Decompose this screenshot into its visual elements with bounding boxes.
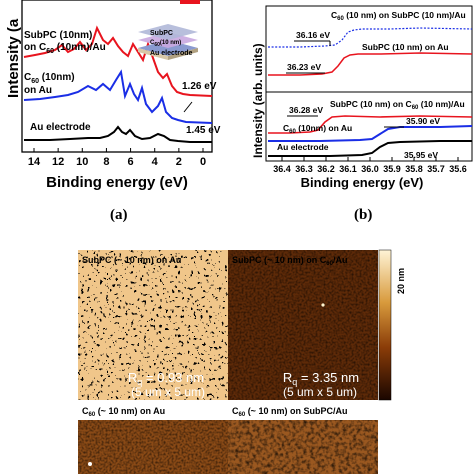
panel-b-tick-label: 36.2	[317, 164, 335, 174]
panel-a-tick-label: 10	[76, 156, 88, 168]
label-red-top: SubPC (10 nm) on Au	[362, 42, 449, 52]
afm-scan-1: (5 um x 5 um)	[131, 385, 205, 399]
label-black-bottom: Au electrode	[277, 142, 329, 152]
panel-b-tick-label: 36.4	[273, 164, 291, 174]
panel-a-xticks: 14 12 10 8 6 4 2 0	[28, 148, 206, 168]
label-red-line1: SubPC (10nm)	[24, 30, 92, 41]
panel-a-tick-label: 14	[28, 156, 41, 168]
panel-a-tick-label: 6	[128, 156, 134, 168]
afm-title-3: C60 (~ 10 nm) on Au	[82, 406, 165, 418]
value-35-95: 35.95 eV	[404, 150, 438, 160]
curve-blue	[23, 69, 213, 124]
panel-b: Intensity (arb. units) C60 (10 nm) on Su…	[251, 5, 473, 223]
panel-a-tick-label: 12	[52, 156, 64, 168]
panel-b-tick-label: 36.1	[339, 164, 357, 174]
panel-b-frame	[265, 5, 473, 162]
panel-b-tick-label: 35.6	[449, 164, 467, 174]
afm-image-subpc-on-c60: SubPC (~ 10 nm) on C60/Au Rq = 3.35 nm (…	[228, 250, 378, 400]
curve-red	[23, 25, 213, 97]
panel-b-tick-label: 35.7	[427, 164, 445, 174]
curve-red-top	[268, 52, 473, 76]
label-open-circles: C60 (10 nm) on SubPC (10 nm)/Au	[331, 10, 466, 22]
panel-a-tick-label: 0	[200, 156, 206, 168]
curve-red-bottom	[268, 115, 473, 134]
inset-top-mark	[180, 0, 200, 4]
panel-b-xticks: 36.4 36.3 36.2 36.1 36.0 35.9 35.8 35.7 35.6	[273, 157, 467, 174]
curve-black	[24, 125, 212, 143]
panel-a-tick-label: 2	[176, 156, 182, 168]
afm-title-2: SubPC (~ 10 nm) on C60/Au	[232, 255, 347, 267]
afm-colorbar-label: 20 nm	[396, 268, 406, 294]
value-35-90: 35.90 eV	[406, 116, 440, 126]
afm-colorbar	[378, 249, 392, 401]
afm-rq-2: Rq = 3.35 nm	[283, 370, 359, 387]
panel-a: Intensity (a SubPC (10nm) on C60 (10nm)/…	[5, 0, 221, 223]
annotation-blue-gap: 1.45 eV	[186, 125, 221, 136]
curve-open-circles	[268, 27, 473, 48]
afm-image-c60-on-au: C60 (~ 10 nm) on Au	[78, 406, 228, 474]
panel-b-xlabel: Binding energy (eV)	[301, 175, 424, 190]
inset-layer-stack: SubPC C60(10 nm) Au electrode	[138, 24, 198, 60]
afm-rq-1: Rq = 0.93 nm	[128, 370, 204, 387]
panel-a-tick-label: 4	[152, 156, 159, 168]
panel-b-tick-label: 35.8	[405, 164, 423, 174]
panel-a-tick-label: 8	[103, 156, 109, 168]
panel-a-ylabel: Intensity (a	[5, 18, 22, 98]
afm-title-4: C60 (~ 10 nm) on SubPC/Au	[232, 406, 347, 418]
afm-image-subpc-on-au: SubPC (~ 10 nm) on Au Rq = 0.93 nm (5 um…	[78, 250, 228, 400]
afm-image-c60-on-subpc: C60 (~ 10 nm) on SubPC/Au	[228, 406, 378, 474]
arrow-blue-gap	[183, 101, 193, 113]
label-blue-line1: C60 (10nm)	[24, 72, 75, 85]
afm-scan-2: (5 um x 5 um)	[283, 385, 357, 399]
label-red-bottom: SubPC (10 nm) on C60 (10 nm)/Au	[330, 99, 465, 111]
afm-title-1: SubPC (~ 10 nm) on Au	[82, 255, 181, 265]
panel-b-label: (b)	[354, 207, 372, 223]
label-red-line2: on C60 (10nm)/Au	[24, 42, 106, 55]
panel-b-tick-label: 35.9	[383, 164, 401, 174]
panel-b-tick-label: 36.3	[295, 164, 313, 174]
inset-label-c60: C60(10 nm)	[150, 40, 181, 48]
curve-black-bottom	[268, 140, 472, 157]
curve-blue-bottom	[268, 125, 473, 142]
afm-grid: SubPC (~ 10 nm) on Au Rq = 0.93 nm (5 um…	[78, 249, 406, 474]
panel-a-label: (a)	[110, 207, 128, 223]
panel-b-tick-label: 36.0	[361, 164, 379, 174]
inset-label-subpc: SubPC	[150, 30, 173, 37]
value-36-23: 36.23 eV	[287, 62, 321, 72]
label-blue-line2: on Au	[24, 85, 52, 96]
annotation-red-gap: 1.26 eV	[182, 81, 217, 92]
label-black: Au electrode	[30, 122, 91, 133]
value-36-16: 36.16 eV	[296, 30, 330, 40]
label-blue-bottom: C60 (10nm) on Au	[283, 123, 352, 135]
panel-a-xlabel: Binding energy (eV)	[46, 174, 188, 191]
value-36-28: 36.28 eV	[289, 105, 323, 115]
panel-b-ylabel: Intensity (arb. units)	[251, 43, 265, 158]
inset-label-au: Au electrode	[150, 50, 193, 57]
